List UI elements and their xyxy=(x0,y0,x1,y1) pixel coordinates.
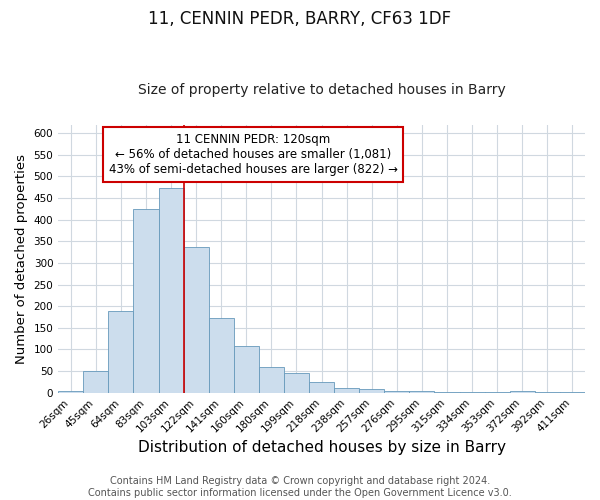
Y-axis label: Number of detached properties: Number of detached properties xyxy=(15,154,28,364)
Title: Size of property relative to detached houses in Barry: Size of property relative to detached ho… xyxy=(138,83,505,97)
Bar xyxy=(510,390,535,392)
Bar xyxy=(309,382,334,392)
Text: 11 CENNIN PEDR: 120sqm
← 56% of detached houses are smaller (1,081)
43% of semi-: 11 CENNIN PEDR: 120sqm ← 56% of detached… xyxy=(109,132,398,176)
Bar xyxy=(284,374,309,392)
Text: 11, CENNIN PEDR, BARRY, CF63 1DF: 11, CENNIN PEDR, BARRY, CF63 1DF xyxy=(148,10,452,28)
Bar xyxy=(133,209,158,392)
X-axis label: Distribution of detached houses by size in Barry: Distribution of detached houses by size … xyxy=(137,440,506,455)
Bar xyxy=(158,188,184,392)
Bar xyxy=(58,390,83,392)
Bar xyxy=(334,388,359,392)
Bar xyxy=(209,318,234,392)
Bar xyxy=(259,367,284,392)
Bar xyxy=(359,390,385,392)
Text: Contains HM Land Registry data © Crown copyright and database right 2024.
Contai: Contains HM Land Registry data © Crown c… xyxy=(88,476,512,498)
Bar xyxy=(109,312,133,392)
Bar xyxy=(234,346,259,393)
Bar xyxy=(83,371,109,392)
Bar xyxy=(184,246,209,392)
